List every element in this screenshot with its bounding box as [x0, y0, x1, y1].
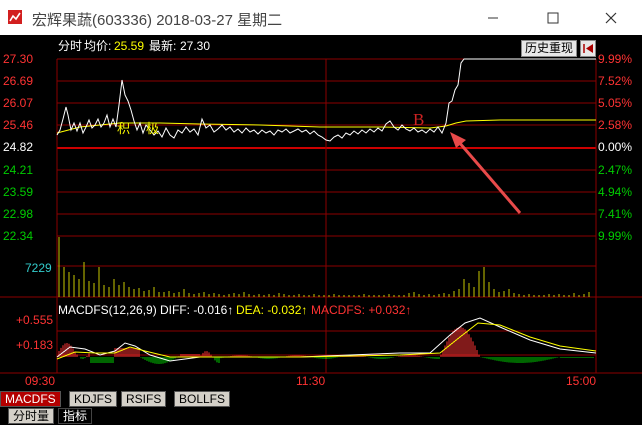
maximize-icon	[547, 12, 559, 23]
percent-tick-label: 9.99%	[598, 229, 632, 243]
percent-tick-label: 4.94%	[598, 185, 632, 199]
minimize-button[interactable]	[470, 0, 516, 35]
percent-tick-label: 2.58%	[598, 118, 632, 132]
fenshi-label: 分时	[58, 39, 82, 53]
window-title: 宏辉果蔬(603336) 2018-03-27 星期二	[32, 12, 283, 29]
macd-axis-mid: +0.183	[16, 338, 53, 352]
price-tick-label: 26.69	[3, 74, 33, 88]
price-tick-label: 24.21	[3, 163, 33, 177]
annotation-text: 积	[117, 121, 130, 136]
percent-tick-label: 5.05%	[598, 96, 632, 110]
indicator-tab-bar: MACDFS KDJFS RSIFS BOLLFS	[0, 390, 642, 407]
percent-tick-label: 7.52%	[598, 74, 632, 88]
avg-price-value: 25.59	[114, 39, 144, 53]
price-tick-label: 22.98	[3, 207, 33, 221]
tab-volume[interactable]: 分时量	[8, 408, 55, 424]
history-replay-button[interactable]: 历史重现	[521, 40, 577, 57]
close-icon	[605, 12, 617, 23]
price-tick-label: 22.34	[3, 229, 33, 243]
macd-title: MACDFS(12,26,9)	[58, 303, 157, 317]
maximize-button[interactable]	[530, 0, 576, 35]
tab-macdfs[interactable]: MACDFS	[0, 391, 61, 407]
time-label-open: 09:30	[25, 374, 55, 388]
close-button[interactable]	[588, 0, 634, 35]
app-logo-icon	[8, 10, 22, 24]
volume-axis-label: 7229	[25, 261, 52, 275]
macd-dea-line	[56, 322, 597, 360]
macd-diff-label: DIFF: -0.016↑	[160, 303, 233, 317]
percent-tick-label: 0.00%	[598, 140, 632, 154]
b-marker: B	[413, 110, 424, 129]
history-nav-button[interactable]	[580, 40, 596, 57]
title-bar: 宏辉果蔬(603336) 2018-03-27 星期二	[0, 0, 642, 35]
macd-axis-top: +0.555	[16, 313, 53, 327]
chart-area: 分时 均价: 25.59 最新: 27.30 27.30 26.69 26.07…	[0, 35, 642, 390]
percent-tick-label: 2.47%	[598, 163, 632, 177]
latest-price-value: 27.30	[180, 39, 210, 53]
avg-price-label: 均价:	[84, 39, 111, 53]
macd-dea-label: DEA: -0.032↑	[236, 303, 307, 317]
latest-price-label: 最新:	[149, 38, 176, 53]
annotation-text: 极	[146, 121, 159, 136]
price-tick-label: 23.59	[3, 185, 33, 199]
tab-rsifs[interactable]: RSIFS	[121, 391, 167, 407]
price-tick-label: 27.30	[3, 52, 33, 66]
chart-grid	[0, 58, 642, 374]
price-tick-label: 26.07	[3, 96, 33, 110]
percent-tick-label: 7.41%	[598, 207, 632, 221]
tab-kdjfs[interactable]: KDJFS	[69, 391, 118, 407]
intraday-chart: 分时 均价: 25.59 最新: 27.30 27.30 26.69 26.07…	[0, 38, 642, 388]
macd-value-label: MACDFS: +0.032↑	[311, 303, 411, 317]
time-label-close: 15:00	[566, 374, 596, 388]
average-price-line	[56, 119, 596, 134]
percent-tick-label: 9.99%	[598, 52, 632, 66]
price-tick-label: 24.82	[3, 140, 33, 154]
tab-indicator[interactable]: 指标	[58, 408, 93, 424]
price-tick-label: 25.46	[3, 118, 33, 132]
volume-bars	[58, 237, 590, 297]
skip-back-icon	[583, 44, 593, 53]
price-line	[56, 58, 596, 142]
bottom-tab-bar: 分时量 指标	[0, 407, 642, 425]
minimize-icon	[488, 17, 498, 18]
tab-bollfs[interactable]: BOLLFS	[174, 391, 231, 407]
arrow-annotation	[450, 132, 522, 214]
time-label-noon: 11:30	[296, 374, 325, 388]
